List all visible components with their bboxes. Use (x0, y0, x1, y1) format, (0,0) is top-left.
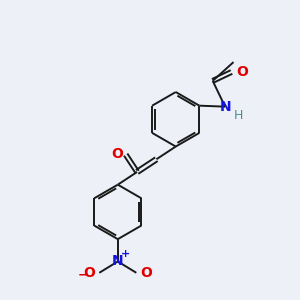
Text: +: + (121, 249, 130, 259)
Text: N: N (112, 254, 124, 268)
Text: −: − (78, 269, 89, 282)
Text: O: O (111, 147, 123, 161)
Text: O: O (140, 266, 152, 280)
Text: O: O (236, 65, 248, 79)
Text: H: H (233, 109, 243, 122)
Text: N: N (219, 100, 231, 114)
Text: O: O (83, 266, 95, 280)
